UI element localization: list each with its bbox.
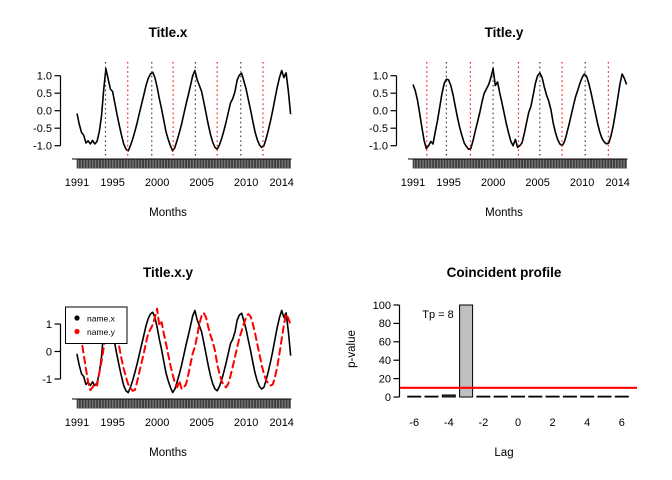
y-tick-label: -1	[42, 374, 52, 386]
bar-lag-3	[562, 395, 577, 398]
y-tick-label: 100	[373, 300, 391, 312]
x-tick-label: 2000	[145, 177, 169, 189]
panel-coincident-profile-heading: Coincident profile	[446, 265, 562, 280]
x-tick-label: -6	[409, 417, 419, 429]
y-tick-label: 0	[385, 392, 391, 404]
bar-lag-5	[597, 395, 612, 398]
x-tick-label: 2000	[145, 417, 169, 429]
bar-lag--5	[424, 395, 439, 398]
panel-title-x-heading: Title.x	[148, 25, 188, 40]
bar-lag--1	[493, 395, 508, 398]
y-tick-label: 0	[46, 346, 52, 358]
legend-marker-name.y	[74, 328, 80, 335]
x-tick-label: 0	[515, 417, 521, 429]
x-tick-label: -2	[479, 417, 489, 429]
y-tick-label: 60	[379, 337, 391, 349]
y-tick-label: 0.5	[373, 88, 388, 100]
x-tick-label: 4	[584, 417, 590, 429]
panel-title-y-heading: Title.y	[484, 25, 524, 40]
bar-lag-6	[614, 395, 629, 398]
panel-title-xy-heading: Title.x.y	[142, 265, 194, 280]
bar-lag--4	[441, 394, 456, 398]
x-tick-label: 2	[550, 417, 556, 429]
legend-label: name.y	[87, 327, 116, 337]
y-tick-label: -1.0	[369, 141, 388, 153]
y-tick-label: 1.0	[37, 71, 52, 83]
x-axis-label-lag: Lag	[494, 447, 514, 459]
bar-lag-0	[511, 395, 525, 398]
x-tick-label: 6	[619, 417, 625, 429]
x-tick-label: 1995	[100, 177, 124, 189]
y-tick-label: -0.5	[369, 123, 388, 135]
x-tick-label: 1991	[65, 417, 89, 429]
y-tick-label: 0.5	[37, 88, 52, 100]
tp-annotation: Tp = 8	[422, 309, 454, 321]
x-tick-label: 1991	[65, 177, 89, 189]
x-tick-label: 2005	[189, 177, 213, 189]
y-tick-label: -1.0	[33, 141, 52, 153]
bar-lag--6	[407, 395, 422, 398]
bar-lag--3	[459, 304, 474, 398]
legend-box	[65, 306, 128, 344]
x-tick-label: 1991	[401, 177, 425, 189]
panel-title-x-chart: 1.0 0.5 0.0 -0.5 -1.0 1991 1995 2000 2005 2010 201…	[33, 62, 294, 189]
x-axis-label-months-2: Months	[485, 207, 523, 219]
x-tick-label: 2005	[189, 417, 213, 429]
x-axis-label-months-1: Months	[149, 207, 187, 219]
bar-lag-1	[528, 395, 543, 398]
x-tick-label: 2005	[525, 177, 549, 189]
y-tick-label: 80	[379, 318, 391, 330]
x-tick-label: 2010	[570, 177, 594, 189]
y-tick-label: 1.0	[373, 71, 388, 83]
series-line	[76, 67, 292, 152]
x-tick-label: 2014	[269, 177, 293, 189]
y-tick-label: 0.0	[37, 106, 52, 118]
x-tick-label: 2014	[605, 177, 629, 189]
bar-lag-2	[545, 395, 560, 398]
x-tick-label: 1995	[436, 177, 460, 189]
bar-lag--2	[476, 395, 491, 398]
legend-marker-name.x	[74, 315, 80, 321]
y-axis-label-pvalue: p-value	[346, 330, 358, 368]
panel-title-xy-chart: 1 0 -1 1991 1995 2000 2005 2010 2014 name.x name.y	[42, 306, 294, 429]
x-tick-label: 2010	[234, 177, 258, 189]
y-tick-label: 0.0	[373, 106, 388, 118]
x-tick-label: 2010	[234, 417, 258, 429]
panel-title-y-chart: 1.0 0.5 0.0 -0.5 -1.0 1991 1995 2000 2005 2010 201…	[369, 62, 630, 189]
y-tick-label: -0.5	[33, 123, 52, 135]
x-tick-label: 2014	[269, 417, 293, 429]
panel-coincident-profile-chart: 0 20 40 60 80 100 -6 -4 -2 0 2 4 6	[373, 300, 637, 429]
y-tick-label: 40	[379, 355, 391, 367]
x-axis-label-months-3: Months	[149, 447, 187, 459]
bar-lag-4	[580, 395, 595, 398]
y-tick-label: 20	[379, 373, 391, 385]
x-tick-label: -4	[444, 417, 454, 429]
series-line	[412, 67, 628, 150]
legend-label: name.x	[87, 314, 116, 324]
x-tick-label: 2000	[481, 177, 505, 189]
y-tick-label: 1	[46, 319, 52, 331]
x-tick-label: 1995	[100, 417, 124, 429]
